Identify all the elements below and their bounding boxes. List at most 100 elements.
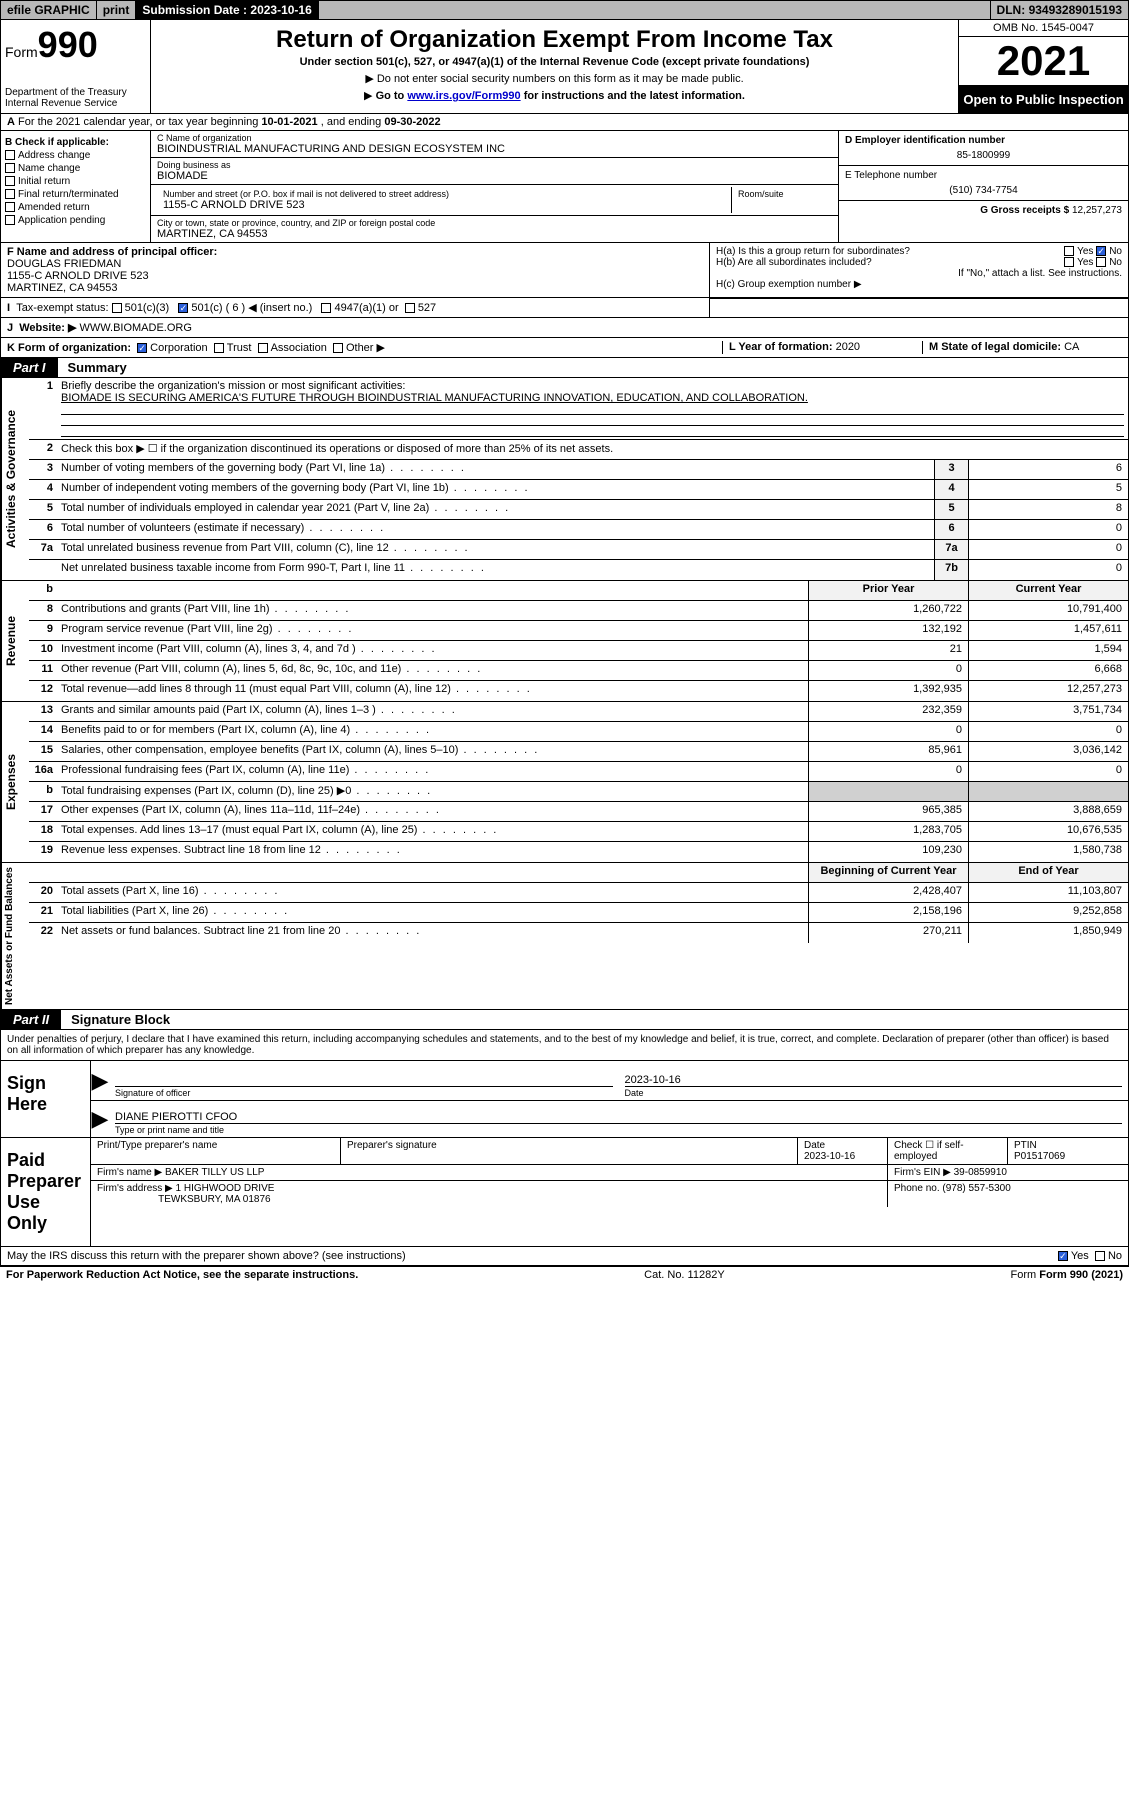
row-t: Professional fundraising fees (Part IX, … [57,762,808,781]
b-label: B Check if applicable: [5,137,109,148]
row-curr: 9,252,858 [968,903,1128,922]
c-street: 1155-C ARNOLD DRIVE 523 [163,199,725,211]
hb-yes-lbl: Yes [1077,257,1093,268]
k-assoc[interactable] [258,343,268,353]
k-other[interactable] [333,343,343,353]
p-date-label: Date [804,1140,825,1151]
box-b: B Check if applicable: Address change Na… [1,131,151,242]
chk-final[interactable] [5,189,15,199]
sig-officer-label: Signature of officer [115,1086,613,1098]
row-n: 19 [29,842,57,862]
s1-l1-t: Briefly describe the organization's miss… [57,378,1128,439]
paid-preparer-block: Paid Preparer Use Only Print/Type prepar… [0,1138,1129,1247]
g-label: G Gross receipts $ [980,205,1069,216]
topbar: efile GRAPHIC print Submission Date : 20… [0,0,1129,20]
row-t: Total fundraising expenses (Part IX, col… [57,782,808,801]
row-t: Salaries, other compensation, employee b… [57,742,808,761]
c-dba-label: Doing business as [157,160,832,170]
row-prior: 0 [808,722,968,741]
i-4947[interactable] [321,303,331,313]
header-center: Return of Organization Exempt From Incom… [151,20,958,113]
box-c: C Name of organization BIOINDUSTRIAL MAN… [151,131,838,242]
row-curr: 1,457,611 [968,621,1128,640]
row-i: I Tax-exempt status: 501(c)(3) 501(c) ( … [0,298,1129,318]
hb-no[interactable] [1096,257,1106,267]
chk-amended[interactable] [5,202,15,212]
k-trust[interactable] [214,343,224,353]
summary-expenses: Expenses 13Grants and similar amounts pa… [0,702,1129,863]
submission-label: Submission Date : [142,3,247,17]
sig-date-label: Date [625,1086,1123,1098]
s1-l7a-v: 0 [968,540,1128,559]
s1-l3-v: 6 [968,460,1128,479]
row-t: Program service revenue (Part VIII, line… [57,621,808,640]
form-subtitle: Under section 501(c), 527, or 4947(a)(1)… [159,56,950,68]
c-dba: BIOMADE [157,170,832,182]
print-button[interactable]: print [97,1,137,19]
discuss-yes[interactable] [1058,1251,1068,1261]
part-ii-title: Signature Block [61,1010,180,1029]
sig-arrow-2: ▶ [91,1101,109,1137]
k-label: K Form of organization: [7,342,131,354]
row-curr: 1,594 [968,641,1128,660]
part-i-tab: Part I [1,358,58,377]
row-prior: 965,385 [808,802,968,821]
i-501c3[interactable] [112,303,122,313]
ha-yes[interactable] [1064,246,1074,256]
m-label: M State of legal domicile: [929,341,1061,353]
b-opt-2: Initial return [18,176,70,187]
firm-phone-label: Phone no. [894,1183,940,1194]
k-o2: Trust [227,342,252,354]
s4-spacer-n [29,863,57,882]
table-row: 21Total liabilities (Part X, line 26)2,1… [29,903,1128,923]
row-prior: 1,392,935 [808,681,968,701]
form-title: Return of Organization Exempt From Incom… [159,26,950,54]
row-curr: 3,751,734 [968,702,1128,721]
chk-name[interactable] [5,163,15,173]
p-date: 2023-10-16 [804,1151,855,1162]
form-header: Form990 Department of the Treasury Inter… [0,20,1129,114]
c-room-label: Room/suite [738,189,826,199]
chk-address[interactable] [5,150,15,160]
row-prior [808,782,968,801]
row-t: Other expenses (Part IX, column (A), lin… [57,802,808,821]
s1-l3-nb: 3 [934,460,968,479]
chk-pending[interactable] [5,215,15,225]
table-row: 19Revenue less expenses. Subtract line 1… [29,842,1128,862]
ptin-label: PTIN [1014,1140,1037,1151]
s1-l3-t: Number of voting members of the governin… [57,460,934,479]
j-label: Website: ▶ [19,322,76,334]
row-n: 11 [29,661,57,680]
section-a: A For the 2021 calendar year, or tax yea… [0,114,1129,131]
k-corp[interactable] [137,343,147,353]
i-527[interactable] [405,303,415,313]
row-t: Total liabilities (Part X, line 26) [57,903,808,922]
discuss-row: May the IRS discuss this return with the… [0,1247,1129,1266]
hb-yes[interactable] [1064,257,1074,267]
s1-l1-n: 1 [29,378,57,439]
discuss-no[interactable] [1095,1251,1105,1261]
ha-no[interactable] [1096,246,1106,256]
vlabel-netassets: Net Assets or Fund Balances [1,863,29,1009]
firm-ein: 39-0859910 [954,1167,1007,1178]
table-row: 22Net assets or fund balances. Subtract … [29,923,1128,943]
discuss-no-lbl: No [1108,1250,1122,1262]
i-label: Tax-exempt status: [16,302,108,314]
submission-value: 2023-10-16 [250,3,311,17]
row-curr: 0 [968,762,1128,781]
chk-initial[interactable] [5,176,15,186]
p-check-label: Check ☐ if self-employed [888,1138,1008,1164]
box-f: F Name and address of principal officer:… [0,243,709,298]
irs-link[interactable]: www.irs.gov/Form990 [407,90,520,102]
k-o1: Corporation [150,342,207,354]
row-curr: 0 [968,722,1128,741]
row-prior: 1,283,705 [808,822,968,841]
perjury-declaration: Under penalties of perjury, I declare th… [0,1030,1129,1061]
row-t: Net assets or fund balances. Subtract li… [57,923,808,943]
f-name: DOUGLAS FRIEDMAN [7,258,703,270]
row-n: 13 [29,702,57,721]
i-501c[interactable] [178,303,188,313]
row-n: b [29,782,57,801]
footer: For Paperwork Reduction Act Notice, see … [0,1266,1129,1283]
hdr-end: End of Year [968,863,1128,882]
